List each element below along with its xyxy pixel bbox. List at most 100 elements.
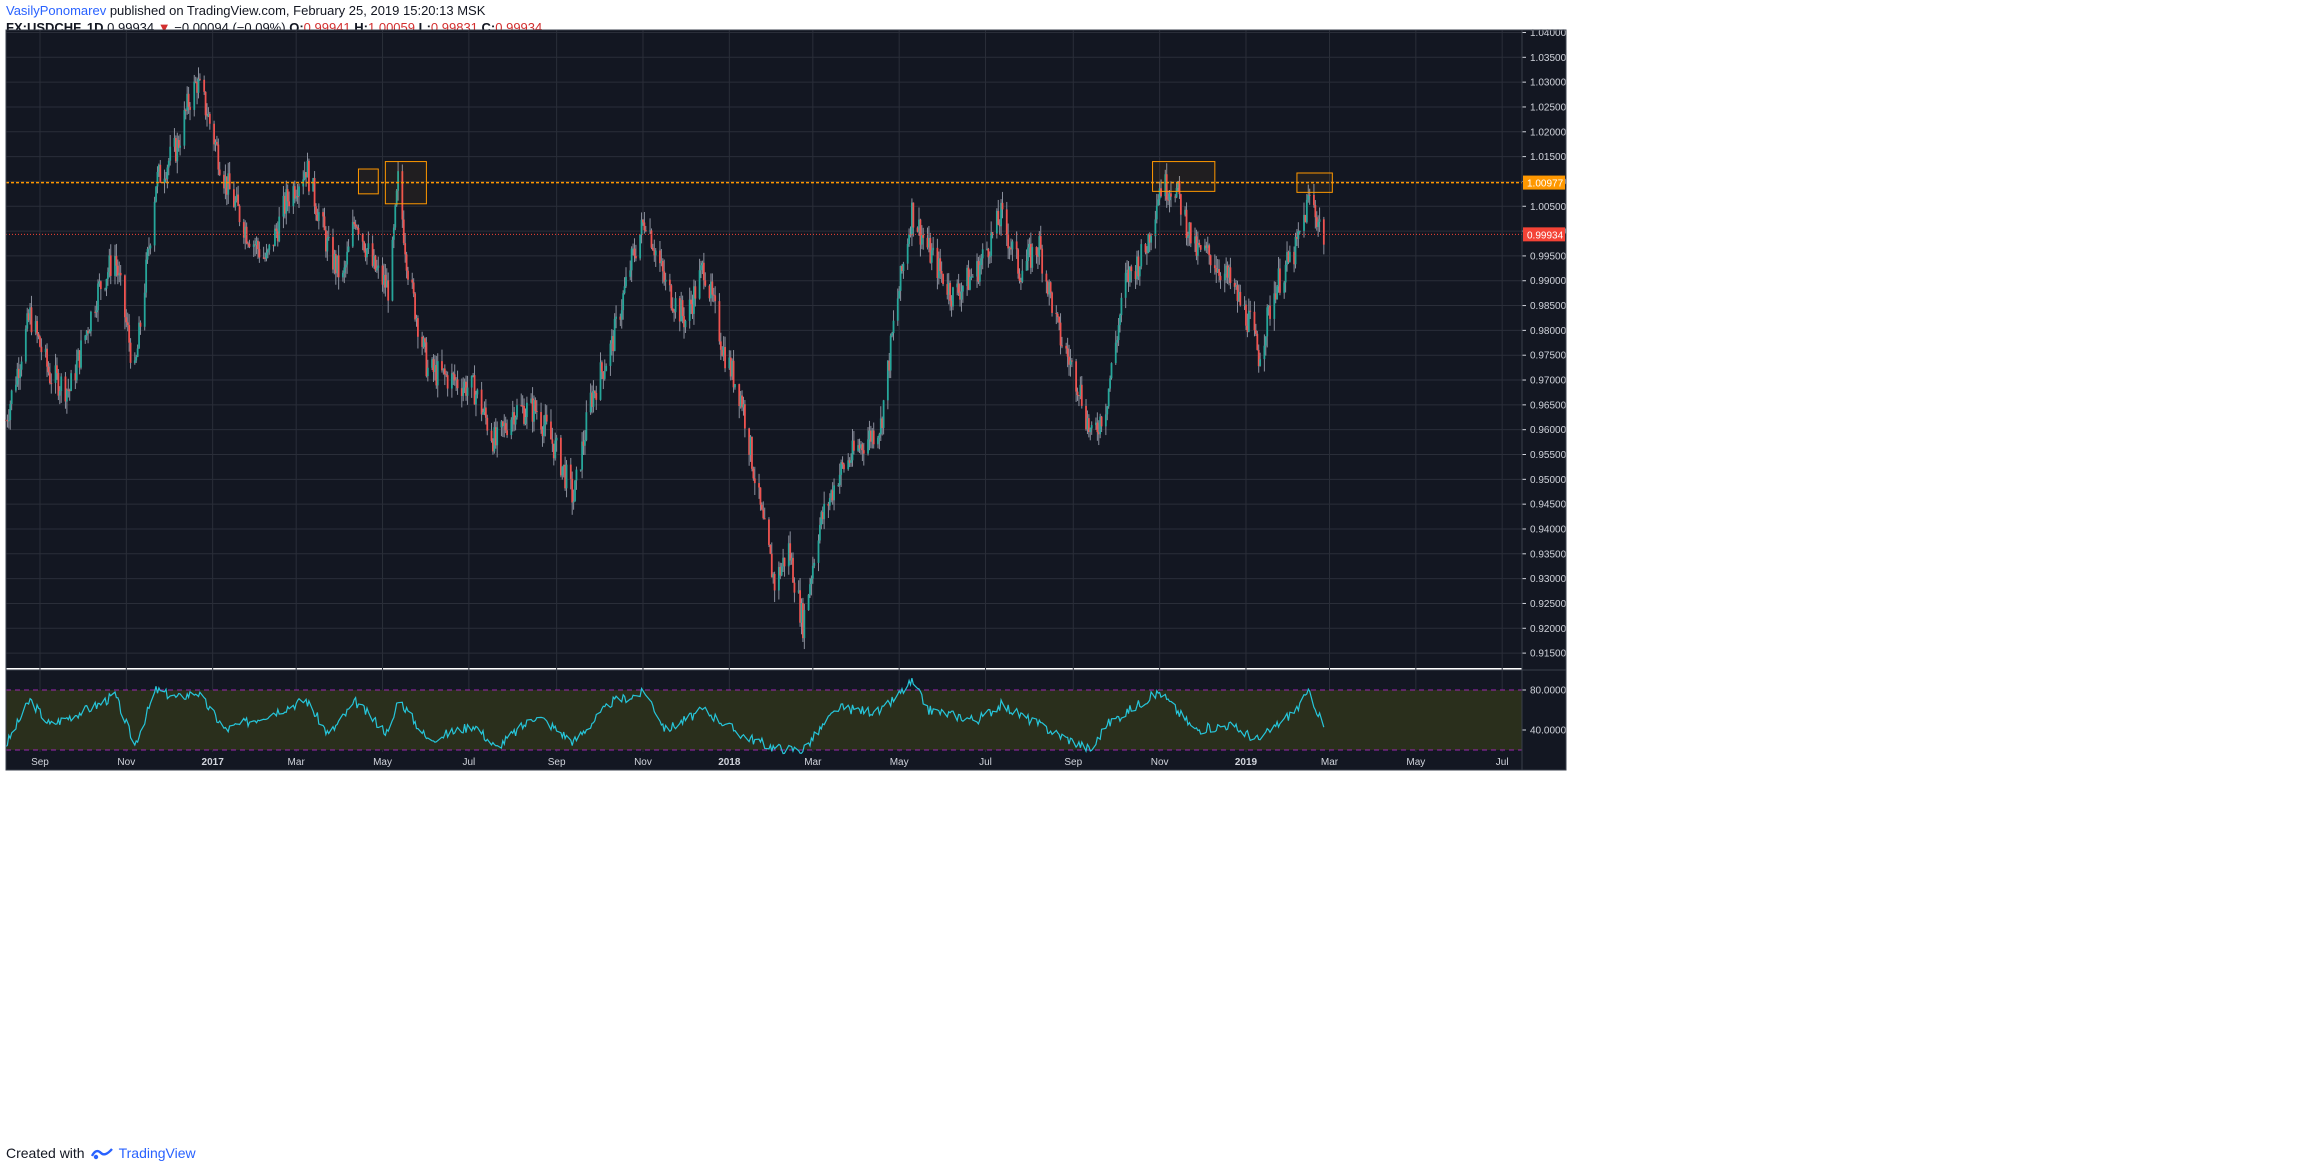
- candle-body: [50, 382, 53, 384]
- candle-body: [680, 300, 683, 322]
- x-tick-label: Jul: [462, 757, 475, 768]
- candle-body: [85, 330, 88, 336]
- candle-body: [450, 373, 453, 389]
- candle-body: [612, 336, 615, 352]
- candle-body: [758, 483, 760, 488]
- candle-body: [327, 236, 330, 238]
- candle-body: [189, 106, 191, 110]
- candle-body: [452, 373, 455, 375]
- y-tick-label: 0.95000: [1530, 475, 1567, 486]
- candle-body: [950, 300, 953, 307]
- candle-body: [922, 234, 925, 238]
- candle-body: [1048, 282, 1051, 295]
- candle-body: [184, 110, 187, 112]
- candle-body: [1035, 247, 1038, 256]
- candle-body: [149, 245, 152, 249]
- candle-body: [630, 248, 633, 271]
- candle-body: [10, 390, 13, 405]
- candle-body: [1011, 241, 1014, 250]
- y-tick-label: 1.02000: [1530, 127, 1567, 138]
- resistance-price-tag: [1523, 175, 1565, 190]
- candle-body: [591, 392, 593, 407]
- candle-body: [224, 176, 227, 189]
- x-tick-label: Mar: [288, 757, 306, 768]
- candle-body: [1165, 174, 1168, 200]
- candle-body: [56, 365, 58, 374]
- candle-body: [997, 210, 1000, 225]
- candle-body: [1038, 236, 1041, 257]
- candle-body: [57, 373, 60, 396]
- candle-body: [395, 190, 398, 206]
- candle-body: [540, 412, 542, 430]
- candle-body: [1017, 249, 1019, 274]
- candle-body: [564, 464, 567, 489]
- x-tick-label: Sep: [548, 757, 566, 768]
- candle-body: [1117, 325, 1120, 341]
- y-tick-label: 0.99500: [1530, 251, 1567, 262]
- candle-body: [731, 360, 734, 377]
- candle-body: [748, 428, 751, 455]
- candle-body: [852, 440, 855, 451]
- candle-body: [940, 270, 943, 274]
- candle-body: [1129, 266, 1131, 282]
- candle-body: [385, 280, 388, 288]
- candle-body: [48, 372, 51, 383]
- candle-body: [1170, 193, 1172, 197]
- candle-body: [1005, 209, 1008, 235]
- candle-body: [204, 91, 207, 116]
- candle-body: [1059, 322, 1062, 346]
- candle-body: [272, 244, 275, 247]
- candle-body: [361, 234, 364, 242]
- candle-body: [196, 82, 198, 93]
- candle-body: [633, 248, 636, 256]
- candle-body: [480, 389, 483, 415]
- candle-body: [375, 267, 378, 271]
- x-tick-label: Sep: [1064, 757, 1082, 768]
- candle-body: [898, 290, 901, 299]
- candle-body: [572, 501, 575, 503]
- candle-body: [334, 254, 337, 274]
- candle-body: [476, 389, 479, 395]
- candle-body: [104, 288, 106, 290]
- y-tick-label: 0.98000: [1530, 326, 1567, 337]
- candle-body: [1303, 214, 1305, 232]
- candle-body: [346, 251, 349, 265]
- candle-body: [347, 246, 350, 252]
- candle-body: [777, 567, 780, 591]
- candle-body: [562, 464, 565, 467]
- candle-body: [109, 255, 112, 276]
- author-link[interactable]: VasilyPonomarev: [6, 3, 107, 18]
- candle-body: [609, 343, 612, 366]
- candle-body: [275, 228, 278, 232]
- candle-body: [1317, 221, 1320, 227]
- candle-body: [65, 389, 68, 402]
- tradingview-brand[interactable]: TradingView: [118, 1145, 196, 1161]
- x-tick-label: Jul: [1496, 757, 1509, 768]
- candle-body: [857, 445, 860, 451]
- candle-body: [1205, 245, 1208, 248]
- candle-body: [819, 524, 821, 541]
- candle-body: [443, 368, 446, 375]
- candle-body: [613, 318, 616, 352]
- candle-body: [661, 260, 664, 272]
- candle-body: [1229, 267, 1232, 283]
- candle-body: [1134, 271, 1137, 280]
- candle-body: [425, 342, 428, 377]
- candle-body: [44, 348, 47, 353]
- candle-body: [868, 430, 871, 440]
- candle-body: [391, 239, 394, 301]
- x-tick-label: 2019: [1235, 757, 1258, 768]
- candle-body: [1066, 348, 1069, 357]
- candle-body: [743, 404, 746, 429]
- y-tick-label: 0.98500: [1530, 301, 1567, 312]
- candle-body: [575, 469, 578, 481]
- candle-body: [1219, 275, 1222, 281]
- candle-body: [1235, 285, 1237, 287]
- candle-body: [531, 398, 534, 422]
- candle-body: [936, 247, 939, 279]
- candle-body: [1266, 307, 1269, 337]
- candle-body: [1177, 181, 1179, 188]
- candle-body: [595, 393, 598, 400]
- candle-body: [364, 250, 367, 258]
